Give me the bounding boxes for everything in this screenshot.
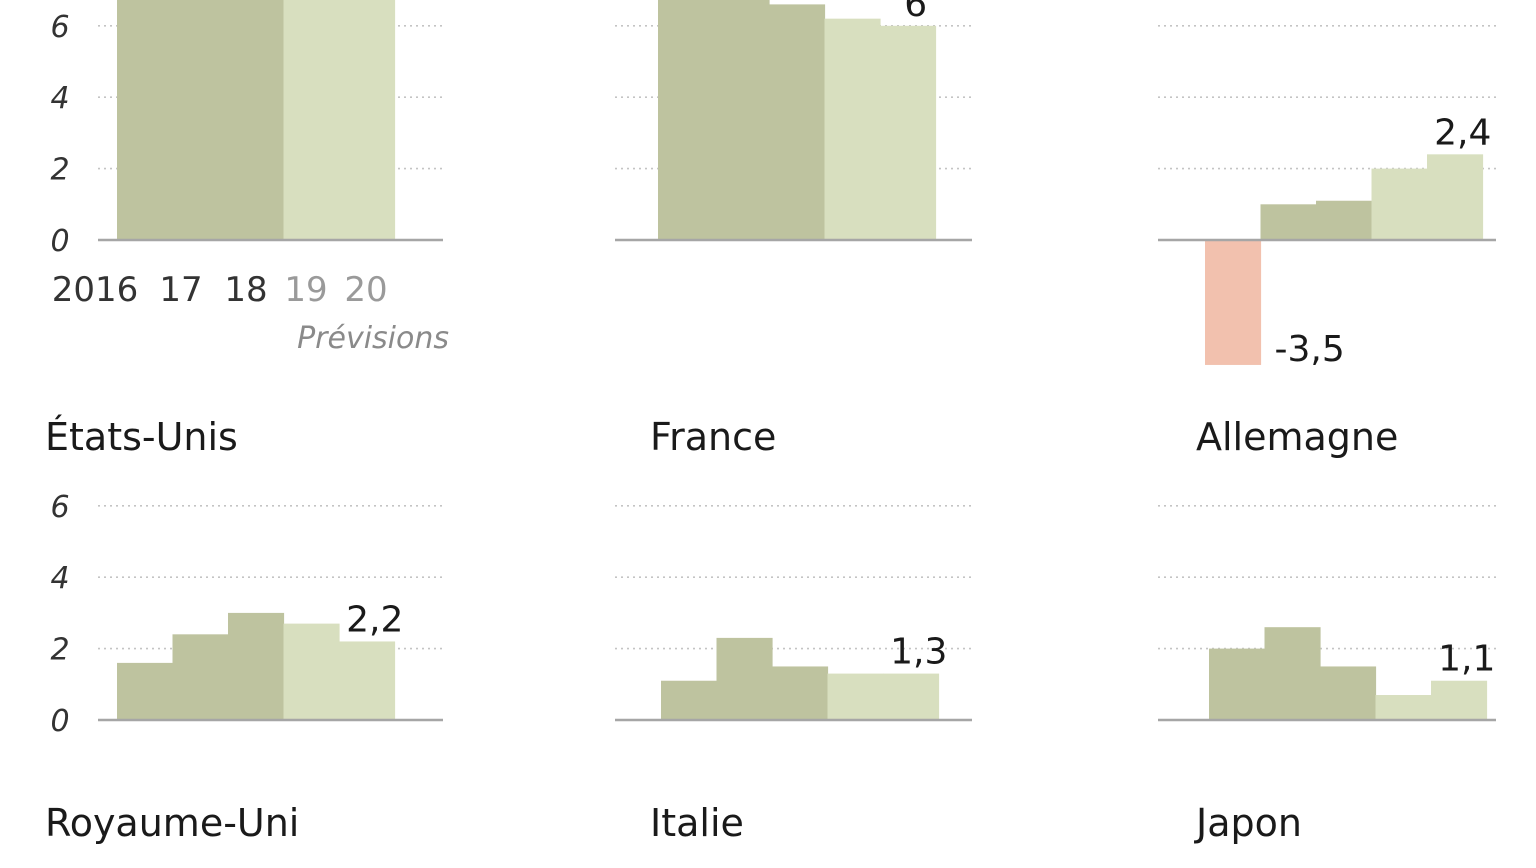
bar-royaume-uni-17	[172, 634, 229, 720]
y-tick-label: 2	[50, 153, 69, 188]
country-title: Japon	[1194, 801, 1302, 845]
y-tick-label: 4	[50, 561, 69, 596]
x-tick-label: 2016	[52, 270, 139, 310]
panel-japon: 1,1 Japon	[1158, 504, 1496, 845]
value-label: -3,5	[1275, 329, 1345, 370]
bar-italie-19	[827, 673, 884, 720]
bar-allemagne-20	[1427, 154, 1484, 240]
forecast-note: Prévisions	[297, 321, 449, 356]
bar-allemagne-19	[1371, 168, 1428, 240]
x-tick-label: 19	[284, 270, 327, 310]
country-title: Allemagne	[1196, 415, 1398, 459]
bar-france-17	[713, 0, 770, 240]
bar-france-2016	[658, 0, 715, 240]
bar-allemagne-18	[1316, 200, 1373, 240]
x-tick-label: 20	[344, 270, 387, 310]
country-title: Royaume-Uni	[45, 801, 299, 845]
bar-royaume-uni-2016	[117, 662, 174, 720]
bar-france-18	[769, 4, 826, 240]
y-tick-label: 4	[50, 81, 69, 116]
y-tick-label: 2	[50, 633, 69, 668]
bar-italie-20	[883, 673, 940, 720]
x-tick-label: 18	[224, 270, 267, 310]
bar-etats-unis-17	[172, 0, 229, 241]
value-label: 1,3	[890, 632, 947, 673]
value-label: 1,1	[1438, 639, 1495, 680]
bar-france-20	[880, 25, 937, 240]
value-label: 2,4	[1434, 112, 1491, 153]
panel-france: 6 France	[615, 0, 972, 459]
bar-royaume-uni-19	[283, 623, 340, 720]
panel-allemagne: -3,5 2,4 Allemagne	[1158, 24, 1496, 459]
y-tick-label: 0	[50, 704, 69, 739]
country-title: États-Unis	[45, 415, 238, 459]
bar-japon-2016	[1209, 648, 1266, 720]
country-title: France	[650, 415, 776, 459]
bar-france-19	[824, 18, 881, 240]
bar-japon-18	[1320, 666, 1377, 720]
panel-italie: 1,3 Italie	[615, 504, 972, 845]
x-tick-label: 17	[159, 270, 202, 310]
y-tick-label: 6	[50, 490, 69, 525]
y-tick-label: 0	[50, 224, 69, 259]
value-label: 6	[904, 0, 927, 25]
country-title: Italie	[650, 801, 744, 845]
bar-etats-unis-18	[228, 0, 285, 240]
panel-royaume-uni: 0 2 4 6 2,2 Royaume-Uni	[45, 490, 443, 845]
bar-etats-unis-20	[339, 0, 396, 240]
bar-royaume-uni-18	[228, 612, 285, 720]
value-label: 2,2	[346, 599, 403, 640]
bar-etats-unis-2016	[117, 0, 174, 240]
bar-italie-17	[716, 637, 773, 720]
panel-etats-unis: 0 2 4 6 États-Unis 2016 17 18 19 20 Prévisions	[45, 0, 449, 459]
bar-royaume-uni-20	[339, 641, 396, 720]
bar-etats-unis-19	[283, 0, 340, 240]
bar-allemagne-17	[1260, 204, 1317, 240]
bar-italie-2016	[661, 680, 718, 720]
bar-allemagne-2016	[1205, 240, 1262, 365]
bar-japon-17	[1264, 627, 1321, 720]
bar-italie-18	[772, 666, 829, 720]
bar-japon-19	[1375, 695, 1432, 720]
y-tick-label: 6	[50, 10, 69, 45]
bar-japon-20	[1431, 680, 1488, 720]
